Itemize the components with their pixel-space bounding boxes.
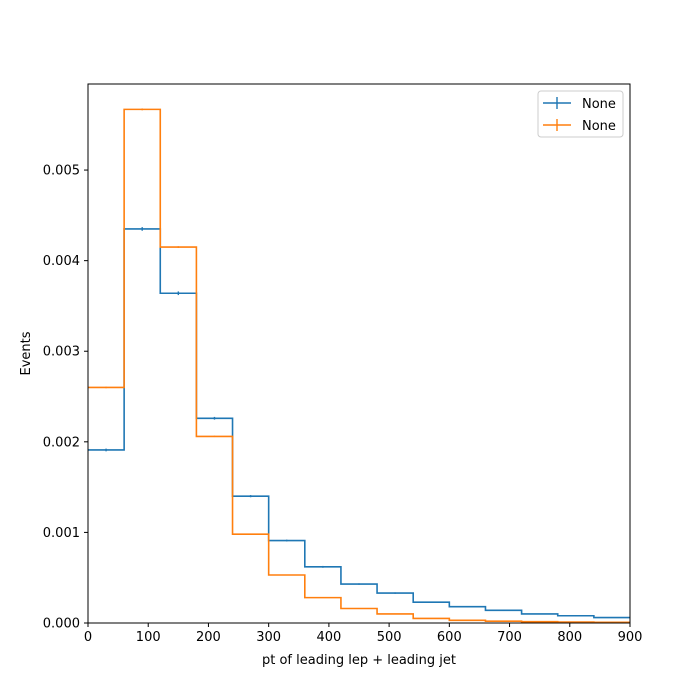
series-1 — [88, 108, 630, 624]
legend-entry-1: None — [543, 119, 616, 134]
y-tick-label: 0.001 — [43, 526, 80, 541]
x-tick-label: 700 — [497, 630, 522, 645]
y-tick-label: 0.005 — [43, 164, 80, 179]
y-tick-label: 0.003 — [43, 345, 80, 360]
x-tick-label: 800 — [557, 630, 582, 645]
x-tick-label: 300 — [256, 630, 281, 645]
axes-frame — [87, 83, 631, 624]
x-tick-label: 100 — [136, 630, 161, 645]
series-0 — [88, 227, 630, 619]
legend-label: None — [582, 97, 616, 112]
y-tick-label: 0.000 — [43, 617, 80, 632]
x-tick-label: 500 — [377, 630, 402, 645]
x-tick-label: 0 — [84, 630, 92, 645]
legend-entry-0: None — [543, 97, 616, 112]
y-tick-label: 0.004 — [43, 254, 80, 269]
y-tick-label: 0.002 — [43, 435, 80, 450]
y-axis-label: Events — [19, 331, 34, 375]
x-tick-label: 600 — [437, 630, 462, 645]
axes: 0 100 200 300 400 500 600 700 800 900 0.000 0.001 0.… — [43, 83, 643, 645]
x-tick-label: 400 — [316, 630, 341, 645]
x-axis-label: pt of leading lep + leading jet — [262, 653, 456, 668]
x-tick-label: 900 — [618, 630, 643, 645]
legend-label: None — [582, 119, 616, 134]
legend: None None — [537, 90, 624, 138]
plot-area — [88, 108, 630, 624]
x-tick-label: 200 — [196, 630, 221, 645]
